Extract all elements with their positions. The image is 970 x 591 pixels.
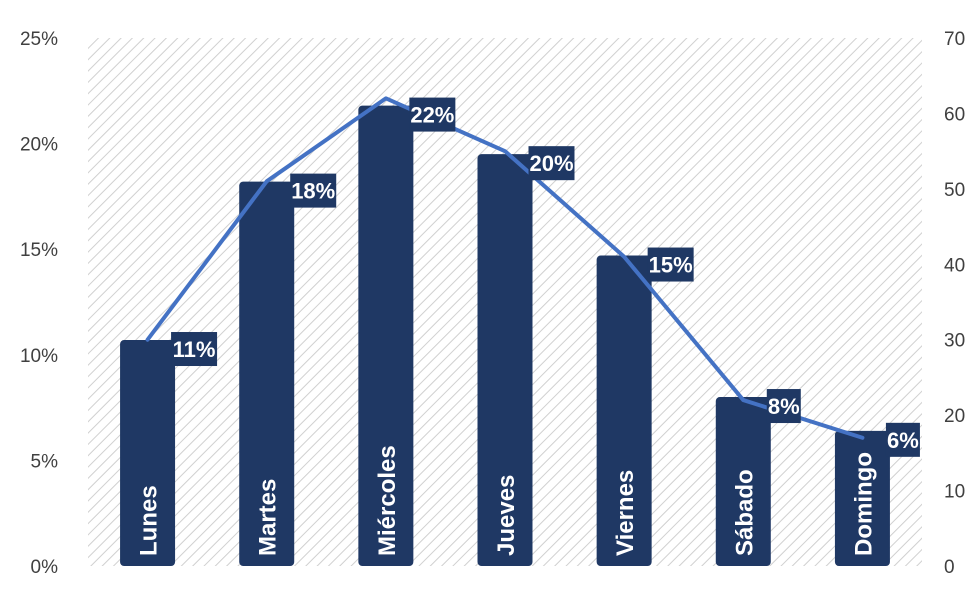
category-label: Domingo [850,452,877,556]
bar [477,154,533,566]
right-tick-label: 40 [944,255,965,276]
left-tick-label: 5% [31,451,59,472]
right-tick-label: 50 [944,180,965,201]
data-label-box [290,173,337,208]
left-tick-label: 20% [20,135,58,156]
category-label: Lunes [136,485,163,556]
left-y-axis: 0% 5% 10% 15% 20% 25% [20,29,58,578]
right-tick-label: 10 [944,482,965,503]
left-tick-label: 0% [31,557,59,578]
bar-series: Lunes Martes Miércoles Jueves Viernes Sábado D… [120,105,890,567]
bar [358,105,414,567]
category-label: Martes [255,479,282,556]
right-tick-label: 20 [944,406,965,427]
data-label-box [885,422,920,457]
bar [834,430,890,566]
data-label: 20% [528,146,575,181]
bar [715,397,771,566]
bar [596,255,652,566]
data-label-text: 20% [529,151,573,176]
data-label: 18% [290,173,337,208]
data-label-box [409,97,456,132]
bar [239,181,295,566]
left-tick-label: 10% [20,346,58,367]
data-label-text: 18% [291,179,335,204]
data-label-box [647,247,694,282]
line-series [145,96,865,440]
right-y-axis: 0 10 20 30 40 50 60 70 [944,29,965,578]
right-tick-label: 30 [944,331,965,352]
data-label-text: 8% [768,394,800,419]
data-label: 6% [885,422,920,457]
data-label-text: 15% [649,253,693,278]
left-tick-label: 25% [20,29,58,50]
left-tick-label: 15% [20,240,58,261]
data-label: 11% [171,332,218,367]
data-label: 22% [409,97,456,132]
category-label: Jueves [493,475,520,556]
category-label: Sábado [731,469,758,556]
data-label-text: 22% [410,103,454,128]
data-label-box [171,332,218,367]
right-tick-label: 60 [944,104,965,125]
right-tick-label: 0 [944,557,955,578]
data-label-box [766,389,801,424]
data-label-text: 6% [887,428,919,453]
data-label: 8% [766,389,801,424]
data-labels: 11% 18% 22% 20% 15% 8% 6% [171,97,920,457]
bar [120,340,176,566]
right-tick-label: 70 [944,29,965,50]
category-label: Viernes [612,470,639,556]
data-label-text: 11% [173,337,216,362]
data-label: 15% [647,247,694,282]
data-label-box [528,146,575,181]
category-label: Miércoles [374,445,401,556]
